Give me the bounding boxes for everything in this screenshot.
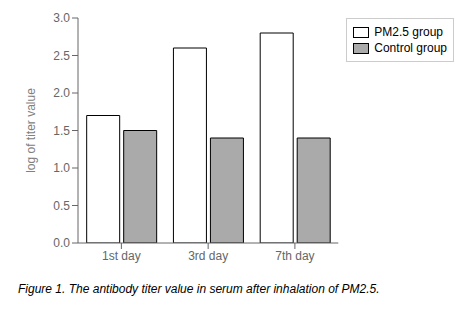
- svg-text:2.5: 2.5: [53, 49, 70, 63]
- svg-text:2.0: 2.0: [53, 86, 70, 100]
- svg-text:0.5: 0.5: [53, 199, 70, 213]
- svg-text:log of titer value: log of titer value: [24, 88, 38, 173]
- html-text:Control group: Control group: [374, 41, 447, 55]
- html-text:Figure 1. The antibody titer v: Figure 1. The antibody titer value in se…: [18, 282, 380, 296]
- svg-text:3.0: 3.0: [53, 11, 70, 25]
- html-text:PM2.5 group: PM2.5 group: [374, 25, 443, 39]
- svg-text:3rd day: 3rd day: [188, 249, 228, 263]
- svg-text:0.0: 0.0: [53, 236, 70, 250]
- svg-text:1.5: 1.5: [53, 124, 70, 138]
- svg-text:1st day: 1st day: [102, 249, 141, 263]
- svg-text:7th day: 7th day: [275, 249, 314, 263]
- svg-text:1.0: 1.0: [53, 161, 70, 175]
